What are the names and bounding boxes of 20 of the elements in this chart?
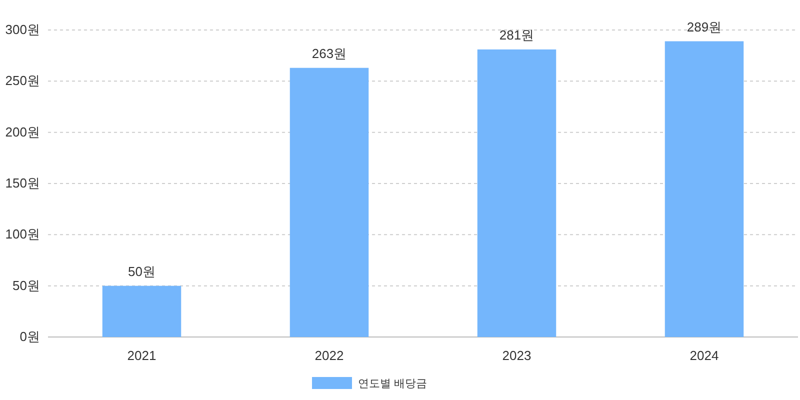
y-tick-label: 150원 — [5, 176, 40, 190]
data-label: 50원 — [128, 264, 156, 279]
bar — [664, 41, 744, 337]
y-tick-label: 0원 — [20, 329, 40, 344]
y-tick-label: 300원 — [5, 22, 40, 37]
data-label: 263원 — [312, 46, 347, 61]
bar — [102, 286, 182, 337]
data-label: 281원 — [499, 27, 534, 42]
data-label: 289원 — [686, 19, 722, 34]
y-tick-label: 200원 — [5, 124, 40, 140]
bar — [477, 49, 556, 337]
legend-label: 연도별 배당금 — [358, 378, 428, 390]
y-tick-label: 50원 — [12, 278, 40, 293]
x-tick-label: 2022 — [314, 348, 344, 363]
x-tick-label: 2023 — [502, 348, 532, 363]
y-tick-label: 250원 — [5, 73, 40, 88]
x-tick-label: 2021 — [127, 348, 156, 363]
bar — [290, 68, 369, 337]
y-tick-label: 100원 — [5, 226, 40, 242]
x-tick-label: 2024 — [690, 348, 719, 363]
